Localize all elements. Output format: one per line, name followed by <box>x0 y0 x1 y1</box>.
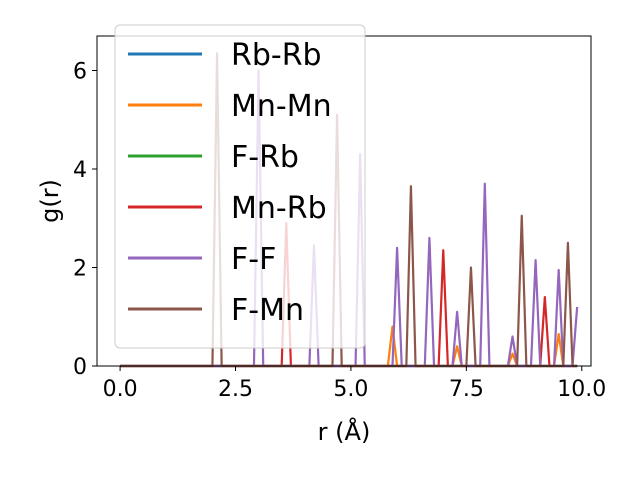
legend-entries: Rb-Rb Mn-Mn F-Rb Mn-Rb F-F F-Mn <box>128 38 332 328</box>
x-tick-label: 5.0 <box>333 377 368 402</box>
y-tick-label: 0 <box>73 355 87 380</box>
y-tick-label: 2 <box>73 256 87 281</box>
x-tick-label: 0.0 <box>103 377 138 402</box>
x-tick-label: 2.5 <box>218 377 253 402</box>
legend-label-f-rb: F-Rb <box>231 140 299 175</box>
legend-label-mn-mn: Mn-Mn <box>231 89 332 124</box>
y-tick-label: 6 <box>73 59 87 84</box>
legend-label-rb-rb: Rb-Rb <box>231 38 322 73</box>
legend-label-mn-rb: Mn-Rb <box>231 191 327 226</box>
x-tick-label: 10.0 <box>557 377 606 402</box>
legend: Rb-Rb Mn-Mn F-Rb Mn-Rb F-F F-Mn <box>114 24 366 349</box>
legend-label-f-mn: F-Mn <box>231 293 304 328</box>
y-axis-label: g(r) <box>36 179 64 223</box>
x-axis-label: r (Å) <box>318 417 371 446</box>
x-tick-label: 7.5 <box>449 377 484 402</box>
y-axis: 0 2 4 6 <box>73 59 97 380</box>
legend-label-f-f: F-F <box>231 242 276 277</box>
y-tick-label: 4 <box>73 158 87 183</box>
x-axis: 0.0 2.5 5.0 7.5 10.0 <box>103 366 606 402</box>
